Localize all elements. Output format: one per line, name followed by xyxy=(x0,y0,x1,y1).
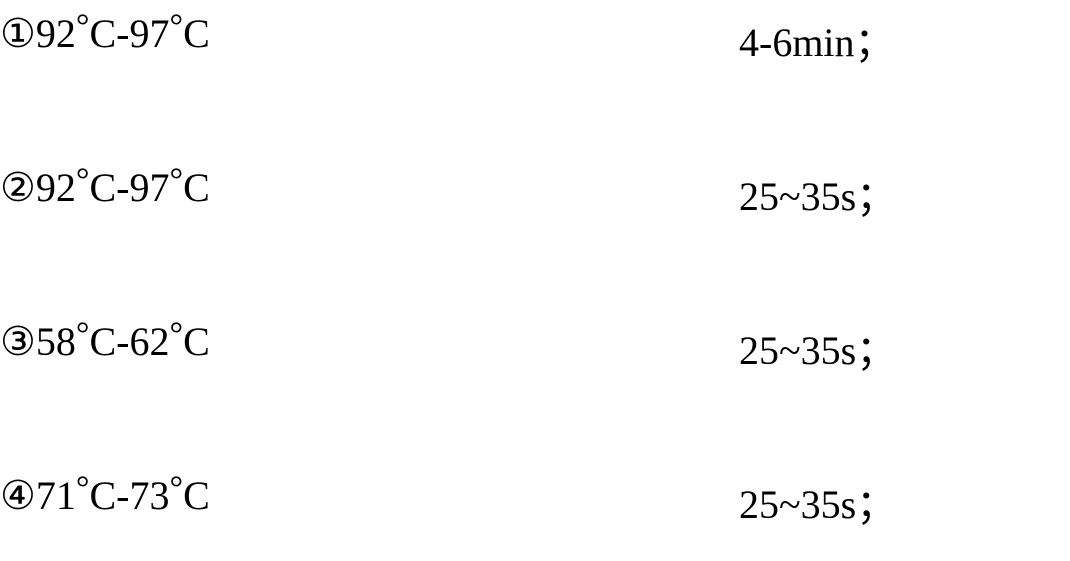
table-row: ③58°C-62°C 25~35s； xyxy=(0,318,1070,365)
dash: - xyxy=(116,165,129,210)
celsius: C xyxy=(183,11,210,56)
semicolon: ； xyxy=(855,20,895,65)
temp-low: 92 xyxy=(36,165,76,210)
protocol-table: ①92°C-97°C 4-6min； ②92°C-97°C 25~35s； ③5… xyxy=(0,0,1070,561)
duration-cell: 25~35s； xyxy=(739,164,896,222)
semicolon: ； xyxy=(856,482,896,527)
table-row: ①92°C-97°C 4-6min； xyxy=(0,10,1070,57)
temperature-cell: ④71°C-73°C xyxy=(0,472,210,519)
temp-low: 71 xyxy=(36,473,76,518)
temperature-cell: ①92°C-97°C xyxy=(0,10,210,57)
step-marker: ③ xyxy=(0,319,36,364)
celsius: C xyxy=(89,473,116,518)
duration: 25~35s xyxy=(739,482,856,527)
temp-low: 92 xyxy=(36,11,76,56)
temp-high: 73 xyxy=(129,473,169,518)
degree-symbol: ° xyxy=(169,162,183,199)
degree-symbol: ° xyxy=(76,470,90,507)
duration: 4-6min xyxy=(739,20,855,65)
celsius: C xyxy=(89,165,116,210)
degree-symbol: ° xyxy=(76,8,90,45)
degree-symbol: ° xyxy=(169,316,183,353)
duration: 25~35s xyxy=(739,174,856,219)
table-row: ④71°C-73°C 25~35s； xyxy=(0,472,1070,519)
duration-cell: 25~35s； xyxy=(739,472,896,530)
temp-high: 97 xyxy=(129,11,169,56)
celsius: C xyxy=(89,11,116,56)
temp-low: 58 xyxy=(36,319,76,364)
temperature-cell: ②92°C-97°C xyxy=(0,164,210,211)
celsius: C xyxy=(89,319,116,364)
duration-cell: 25~35s； xyxy=(739,318,896,376)
dash: - xyxy=(116,11,129,56)
semicolon: ； xyxy=(856,328,896,373)
duration-cell: 4-6min； xyxy=(739,10,895,68)
step-marker: ② xyxy=(0,165,36,210)
semicolon: ； xyxy=(856,174,896,219)
temp-high: 62 xyxy=(129,319,169,364)
celsius: C xyxy=(183,165,210,210)
dash: - xyxy=(116,319,129,364)
degree-symbol: ° xyxy=(169,8,183,45)
celsius: C xyxy=(183,473,210,518)
degree-symbol: ° xyxy=(76,316,90,353)
dash: - xyxy=(116,473,129,518)
celsius: C xyxy=(183,319,210,364)
step-marker: ④ xyxy=(0,473,36,518)
duration: 25~35s xyxy=(739,328,856,373)
degree-symbol: ° xyxy=(169,470,183,507)
step-marker: ① xyxy=(0,11,36,56)
temp-high: 97 xyxy=(129,165,169,210)
temperature-cell: ③58°C-62°C xyxy=(0,318,210,365)
table-row: ②92°C-97°C 25~35s； xyxy=(0,164,1070,211)
degree-symbol: ° xyxy=(76,162,90,199)
